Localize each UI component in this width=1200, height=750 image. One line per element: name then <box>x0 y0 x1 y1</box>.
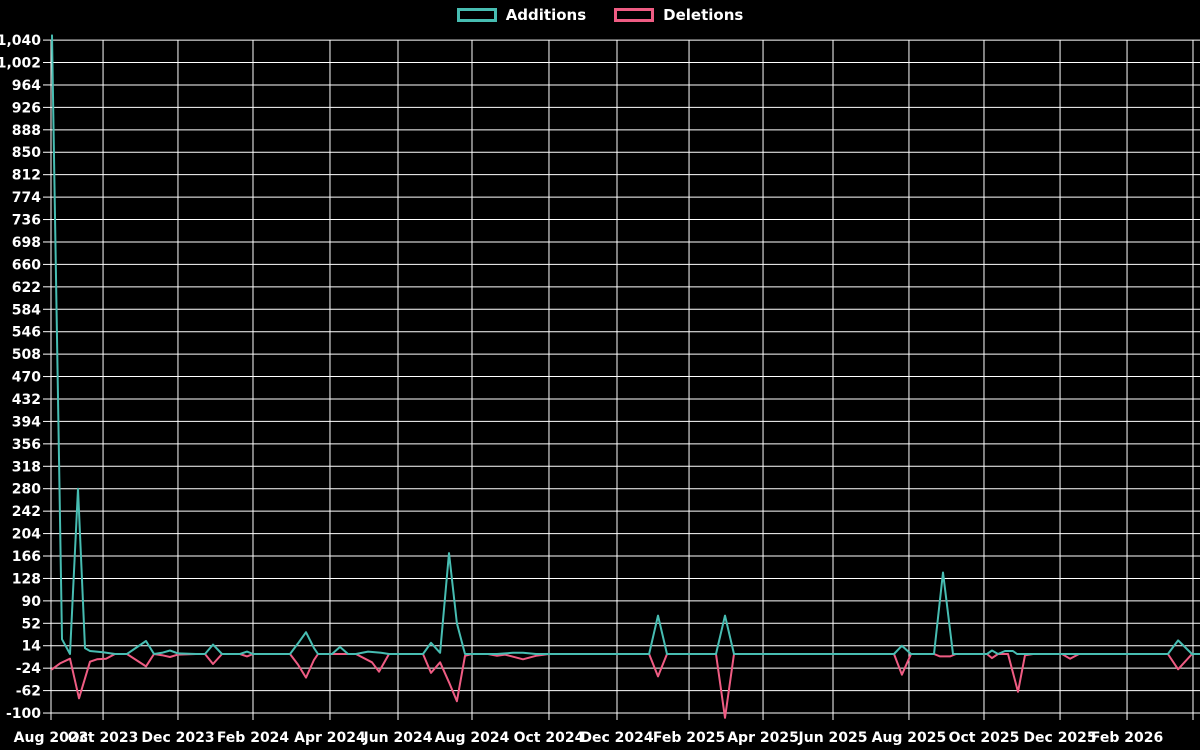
y-tick-label: 660 <box>12 257 41 273</box>
deletions-swatch-icon <box>614 8 655 22</box>
y-tick-label: 90 <box>22 594 42 610</box>
x-tick-label: Feb 2025 <box>653 730 725 746</box>
legend-item-additions[interactable]: Additions <box>456 6 587 24</box>
y-tick-label: 1,002 <box>0 56 41 72</box>
x-tick-label: Apr 2024 <box>294 730 366 746</box>
chart-legend: Additions Deletions <box>0 6 1200 24</box>
x-tick-label: Apr 2025 <box>727 730 799 746</box>
y-tick-label: 850 <box>12 145 41 161</box>
y-tick-label: 698 <box>12 235 41 251</box>
y-tick-label: 736 <box>12 213 41 229</box>
x-tick-label: Dec 2023 <box>141 730 214 746</box>
x-tick-label: Aug 2024 <box>435 730 510 746</box>
x-tick-label: Jun 2025 <box>798 730 868 746</box>
x-tick-label: Aug 2023 <box>14 730 89 746</box>
y-tick-label: 204 <box>12 527 41 543</box>
legend-item-deletions[interactable]: Deletions <box>614 6 743 24</box>
y-tick-label: 470 <box>12 370 41 386</box>
y-tick-label: 52 <box>22 616 41 632</box>
y-tick-label: 14 <box>22 639 42 655</box>
y-tick-label: 812 <box>12 168 41 184</box>
additions-swatch-icon <box>456 8 497 22</box>
x-tick-label: Jun 2024 <box>363 730 433 746</box>
y-tick-label: 242 <box>12 504 41 520</box>
y-tick-label: 128 <box>12 571 41 587</box>
legend-label-deletions: Deletions <box>663 6 744 24</box>
y-tick-label: 774 <box>12 190 41 206</box>
x-tick-label: Oct 2024 <box>514 730 585 746</box>
deletions-line <box>51 653 1200 719</box>
y-tick-label: -100 <box>6 706 41 722</box>
x-tick-label: Dec 2025 <box>1023 730 1096 746</box>
y-tick-label: 1,040 <box>0 33 41 49</box>
additions-line <box>51 34 1200 655</box>
y-tick-label: 280 <box>12 482 41 498</box>
y-tick-label: 508 <box>12 347 41 363</box>
y-tick-label: 166 <box>12 549 41 565</box>
x-tick-label: Oct 2025 <box>949 730 1020 746</box>
y-tick-label: -62 <box>16 684 41 700</box>
y-tick-label: 888 <box>12 123 41 139</box>
x-tick-label: Oct 2023 <box>68 730 139 746</box>
x-tick-label: Feb 2024 <box>217 730 290 746</box>
x-tick-label: Feb 2026 <box>1091 730 1163 746</box>
legend-label-additions: Additions <box>505 6 587 24</box>
y-tick-label: 356 <box>12 437 41 453</box>
y-tick-label: 318 <box>12 459 41 475</box>
y-tick-label: 394 <box>12 414 41 430</box>
y-tick-label: -24 <box>16 661 42 677</box>
y-tick-label: 546 <box>12 325 41 341</box>
y-tick-label: 926 <box>12 100 41 116</box>
x-tick-label: Dec 2024 <box>580 730 654 746</box>
x-tick-label: Aug 2025 <box>872 730 947 746</box>
y-tick-label: 622 <box>12 280 41 296</box>
y-tick-label: 584 <box>12 302 41 318</box>
y-tick-label: 432 <box>12 392 41 408</box>
y-tick-label: 964 <box>12 78 41 94</box>
